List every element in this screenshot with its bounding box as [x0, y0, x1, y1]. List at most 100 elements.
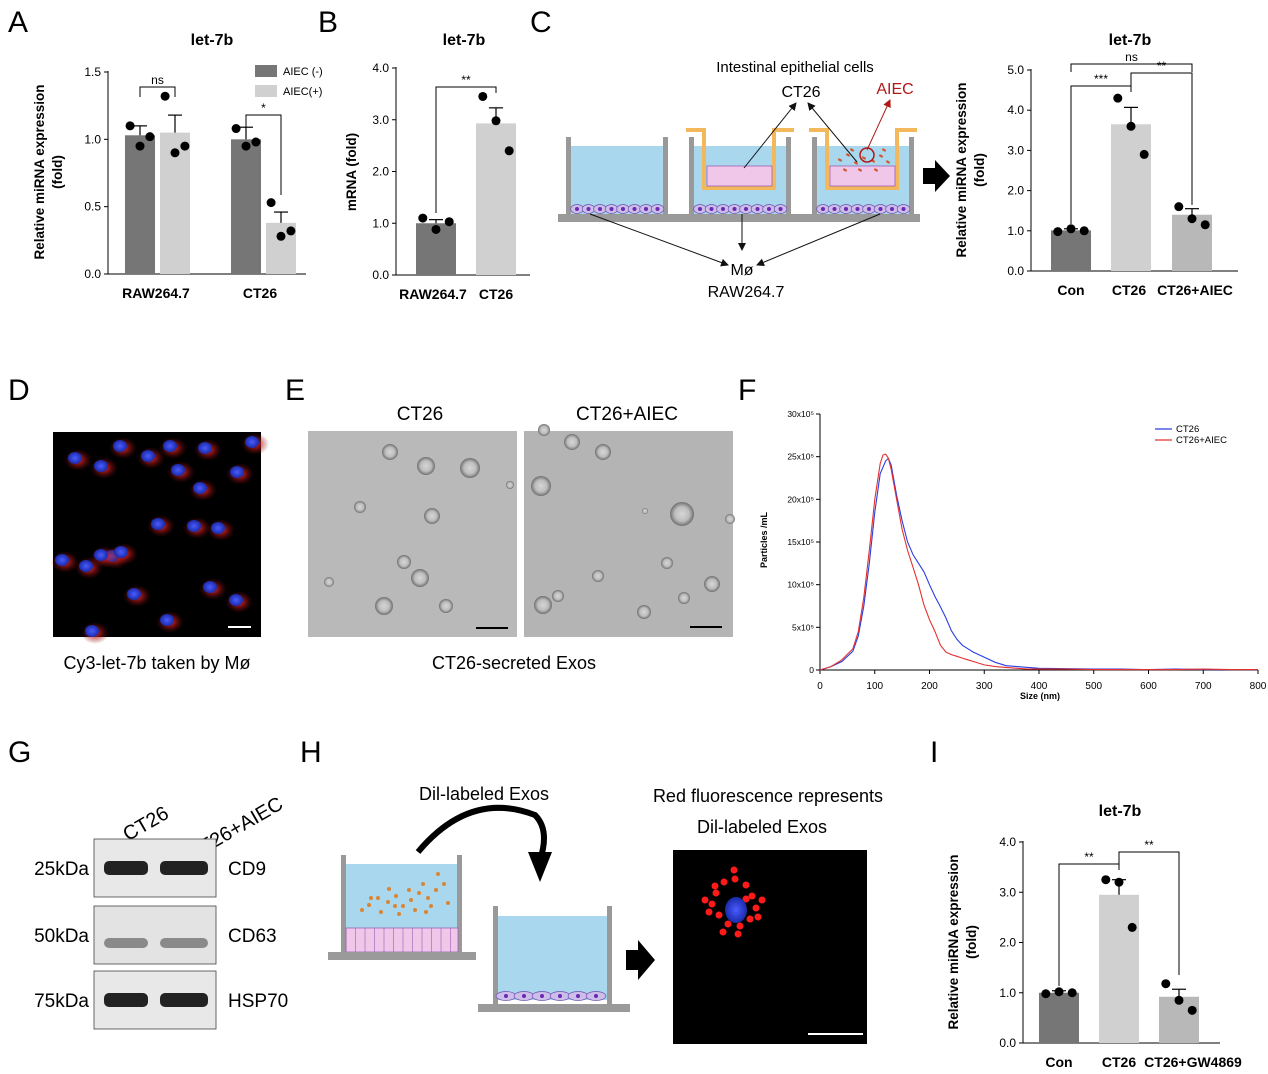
- exosome-dot: [436, 872, 440, 876]
- exosome: [552, 590, 564, 602]
- nucleus: [141, 450, 155, 462]
- panel-d-caption: Cy3-let-7b taken by Mø: [63, 653, 250, 673]
- exosome: [637, 605, 651, 619]
- diagram-title: Intestinal epithelial cells: [716, 59, 874, 76]
- exosome: [592, 570, 604, 582]
- exosome: [424, 508, 440, 524]
- cell-nucleus: [655, 207, 660, 211]
- y-tick-label: 3.0: [999, 885, 1016, 899]
- panel-letter-e: E: [285, 374, 305, 407]
- panel-h: Dil-labeled Exos Red fluorescence repres…: [328, 784, 883, 1044]
- blot-band: [104, 861, 148, 875]
- dil-label-left: Dil-labeled Exos: [419, 784, 549, 804]
- macrophage-layer: [693, 204, 788, 214]
- dil-signal: [708, 900, 716, 908]
- nucleus: [94, 549, 108, 561]
- chart-title: let-7b: [1109, 32, 1152, 49]
- transwell-insert: [809, 128, 917, 190]
- cell-nucleus: [778, 207, 783, 211]
- data-point: [1139, 149, 1149, 159]
- data-point: [145, 132, 155, 142]
- cell-nucleus: [855, 207, 860, 211]
- panel-letter-h: H: [300, 736, 322, 769]
- nucleus: [127, 588, 141, 600]
- significance-label: **: [1157, 59, 1167, 73]
- x-tick-label: Con: [1045, 1054, 1072, 1070]
- dil-signal: [719, 928, 727, 936]
- data-point: [504, 146, 514, 156]
- legend-swatch: [255, 65, 277, 77]
- cell-nucleus: [832, 207, 837, 211]
- blot-protein-label: HSP70: [228, 991, 288, 1012]
- well-2: [686, 128, 794, 215]
- well-3: [809, 128, 917, 215]
- cell-nucleus: [609, 207, 614, 211]
- bacterium: [843, 168, 847, 172]
- y-axis-label: Relative miRNA expression: [946, 854, 961, 1029]
- cell-nucleus: [744, 207, 748, 211]
- exosome: [595, 444, 611, 460]
- significance-label: ***: [1094, 72, 1108, 86]
- nucleus: [230, 466, 244, 478]
- x-tick-label: 300: [976, 681, 993, 692]
- dil-signal: [754, 913, 762, 921]
- x-tick-label: 800: [1250, 681, 1267, 692]
- panel-letter-b: B: [318, 6, 338, 39]
- y-axis-label: (fold): [50, 155, 65, 189]
- bacterium: [858, 168, 862, 172]
- y-tick-label: 10x10⁵: [787, 580, 814, 590]
- x-tick-label: CT26: [1112, 282, 1146, 298]
- cell-nucleus: [540, 994, 544, 998]
- y-axis-label: (fold): [964, 925, 979, 959]
- scale-bar: [690, 626, 722, 628]
- dil-signal: [731, 875, 739, 883]
- arrow-to-mphi-3: [756, 213, 881, 267]
- chart-c: let-7b 0.0 1.0 2.0 3.0 4.0 5.0 Relative miRNA e…: [954, 32, 1238, 298]
- data-point: [1079, 226, 1089, 236]
- transwell-insert: [686, 128, 794, 190]
- y-axis-label: (fold): [972, 153, 987, 187]
- x-tick-label: 700: [1195, 681, 1212, 692]
- arrow-to-mphi-1: [589, 213, 729, 267]
- bar: [1051, 230, 1091, 271]
- bacterium: [862, 156, 866, 160]
- bacterium: [874, 168, 878, 172]
- y-axis-label: Relative miRNA expression: [954, 82, 969, 257]
- exosome: [375, 597, 393, 615]
- significance-label: ns: [151, 73, 164, 87]
- data-point: [1187, 1005, 1197, 1015]
- scale-bar: [476, 627, 508, 629]
- exosome-dot: [442, 882, 446, 886]
- exosome-dots: [345, 872, 451, 952]
- panel-c-diagram: Intestinal epithelial cells CT26 AIEC: [558, 59, 950, 301]
- exosome: [354, 501, 366, 513]
- exosome-dot: [376, 896, 380, 900]
- x-tick-label: 100: [866, 681, 883, 692]
- nucleus: [163, 440, 177, 452]
- cell-nucleus: [709, 207, 714, 211]
- bar: [231, 139, 261, 274]
- arrow-to-aiec: [866, 99, 891, 151]
- legend-label: AIEC(+): [283, 86, 322, 98]
- x-tick-label: RAW264.7: [399, 286, 467, 302]
- exosome-dot: [407, 888, 411, 892]
- panel-letter-d: D: [8, 374, 30, 407]
- x-tick-label: CT26: [243, 285, 277, 301]
- blot-band: [104, 938, 148, 948]
- cell-nucleus: [575, 207, 579, 211]
- x-tick-label: Con: [1057, 282, 1084, 298]
- legend-label: AIEC (-): [283, 66, 323, 78]
- significance-bracket: [245, 114, 282, 195]
- data-point: [1127, 922, 1137, 932]
- significance-bracket: [435, 86, 497, 213]
- chart-f: 0 100 200 300 400 500 600 700 800 0 5x10⁵ 10x10⁵ 15x…: [759, 409, 1267, 701]
- exosome-dot: [434, 888, 438, 892]
- cell-nucleus: [867, 207, 871, 211]
- y-tick-label: 0.0: [1007, 264, 1024, 278]
- dil-signal: [720, 878, 728, 886]
- dil-signal: [711, 882, 719, 890]
- significance-label: **: [1084, 850, 1094, 864]
- exosome: [661, 557, 673, 569]
- data-point: [241, 141, 251, 151]
- exosome-dot: [397, 912, 401, 916]
